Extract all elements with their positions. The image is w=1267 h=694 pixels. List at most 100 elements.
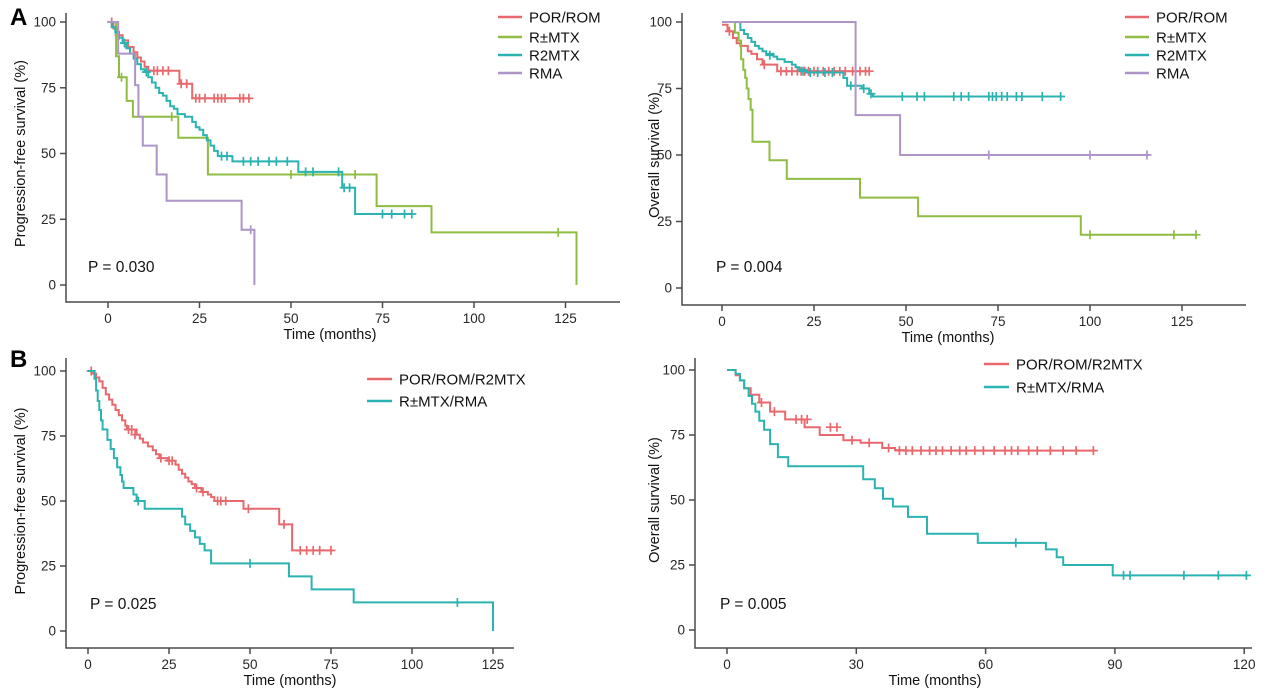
censor-mark <box>832 422 842 432</box>
y-axis-title: Overall survival (%) <box>647 437 663 563</box>
y-tick-label: 75 <box>41 80 56 95</box>
censor-mark <box>220 93 230 103</box>
censor-mark <box>866 89 876 99</box>
censor-mark <box>127 425 137 434</box>
censor-mark <box>1013 446 1023 456</box>
censor-mark <box>759 60 769 70</box>
censor-mark <box>286 170 296 179</box>
censor-mark <box>1142 150 1152 160</box>
x-tick-label: 25 <box>192 311 207 326</box>
x-tick-label: 100 <box>1079 314 1102 329</box>
censor-mark <box>271 156 281 166</box>
censor-mark <box>350 170 360 179</box>
censor-mark <box>827 68 837 77</box>
censor-mark <box>907 446 917 456</box>
censor-mark <box>156 453 166 463</box>
censor-mark <box>802 414 812 424</box>
censor-mark <box>282 156 292 166</box>
y-tick-label: 100 <box>649 15 672 30</box>
x-tick-label: 120 <box>1233 657 1256 672</box>
censor-mark <box>253 156 263 166</box>
y-tick-label: 0 <box>48 278 56 293</box>
y-tick-label: 0 <box>664 281 672 296</box>
censor-mark <box>1032 446 1042 456</box>
km-curve-R2MTX <box>722 21 1061 98</box>
y-tick-label: 50 <box>670 493 685 508</box>
censor-mark <box>221 496 231 506</box>
censor-mark <box>141 67 151 77</box>
censor-mark <box>1058 446 1068 456</box>
censor-mark <box>1024 446 1034 456</box>
y-tick-label: 25 <box>657 214 672 229</box>
p-value-label: P = 0.030 <box>88 259 155 276</box>
censor-mark <box>279 519 289 529</box>
censor-mark <box>130 430 140 440</box>
censor-mark <box>846 81 856 91</box>
legend-item-label: POR/ROM <box>529 10 601 27</box>
axes-lines <box>694 358 1252 649</box>
x-tick-label: 30 <box>849 657 864 672</box>
km-curve-R2MTX <box>108 21 412 215</box>
y-tick-label: 100 <box>33 364 56 379</box>
x-tick-label: 0 <box>84 657 92 672</box>
censor-mark <box>345 183 355 193</box>
censor-mark <box>847 435 857 445</box>
legend-item-label: R±MTX <box>1156 30 1207 47</box>
panel-os-grouped: 0 30 60 90 120 0 25 50 75 100 Overall survival (%)… <box>647 357 1255 690</box>
censor-mark <box>984 150 994 160</box>
axes-lines <box>65 358 514 649</box>
x-tick-label: 75 <box>375 311 390 326</box>
x-tick-label: 0 <box>104 311 112 326</box>
censor-mark <box>864 438 874 448</box>
y-tick-label: 75 <box>41 429 56 444</box>
censor-mark <box>246 225 256 235</box>
panel-b-label: B <box>10 346 28 373</box>
panel-a-label: A <box>10 4 28 31</box>
legend-item-label: R±MTX/RMA <box>399 394 487 411</box>
x-tick-label: 60 <box>978 657 993 672</box>
censor-mark <box>167 456 177 466</box>
censor-mark <box>897 92 907 101</box>
x-axis-title: Time (months) <box>889 673 982 689</box>
x-tick-label: 90 <box>1107 657 1122 672</box>
censor-mark <box>553 227 563 237</box>
km-curve-R±MTX/RMA <box>88 370 494 631</box>
censor-mark <box>315 545 325 555</box>
km-curve-POR/ROM/R2MTX <box>88 370 333 552</box>
censor-mark <box>1017 92 1027 101</box>
x-tick-label: 25 <box>806 314 821 329</box>
legend-item-label: R±MTX/RMA <box>1016 380 1104 397</box>
legend-item-label: RMA <box>529 66 562 83</box>
x-tick-label: 100 <box>463 311 486 326</box>
x-axis-title: Time (months) <box>902 330 995 346</box>
censor-mark <box>1085 230 1095 240</box>
km-curve-RMA <box>108 21 256 285</box>
y-tick-label: 50 <box>41 494 56 509</box>
censor-mark <box>1002 92 1012 101</box>
censor-mark <box>1191 230 1201 240</box>
x-tick-label: 50 <box>242 657 257 672</box>
x-tick-label: 75 <box>990 314 1005 329</box>
censor-mark <box>1169 230 1179 240</box>
censor-mark <box>120 38 129 48</box>
axes-lines <box>65 13 620 303</box>
censor-mark <box>989 446 999 456</box>
censor-mark <box>1071 446 1081 456</box>
censor-mark <box>798 66 808 76</box>
censor-mark <box>1213 570 1223 580</box>
censor-mark <box>1125 570 1135 580</box>
censor-mark <box>916 446 926 456</box>
y-axis-title: Progression-free survival (%) <box>13 408 29 595</box>
censor-mark <box>1088 446 1098 456</box>
censor-mark <box>117 72 126 82</box>
censor-mark <box>864 66 874 76</box>
censor-mark <box>765 50 775 60</box>
x-tick-label: 100 <box>401 657 424 672</box>
x-tick-label: 0 <box>718 314 726 329</box>
censor-mark <box>1011 538 1021 548</box>
y-tick-label: 50 <box>41 146 56 161</box>
censor-mark <box>245 558 255 568</box>
legend-item-label: R±MTX <box>529 30 580 47</box>
censor-mark <box>326 545 336 555</box>
